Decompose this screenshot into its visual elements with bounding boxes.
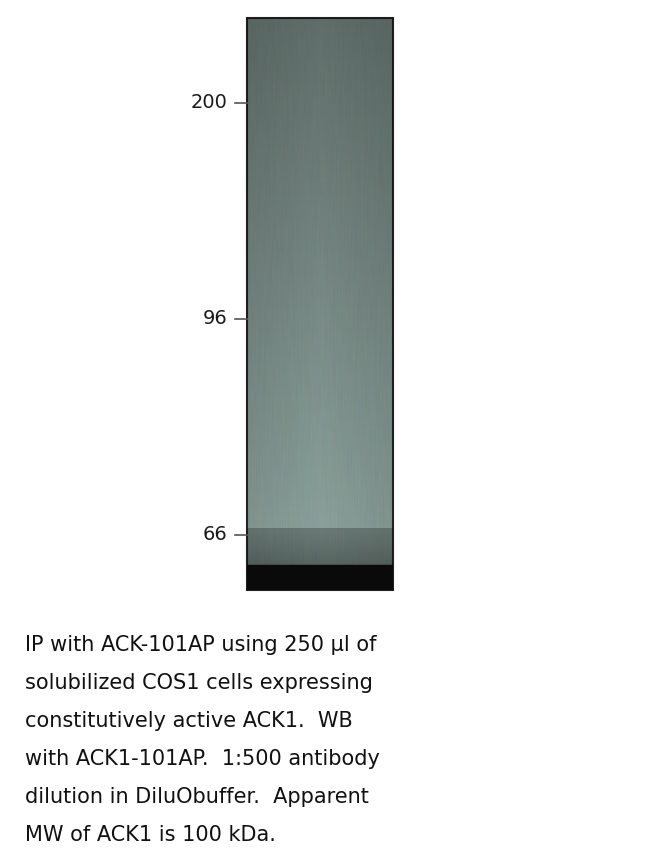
Text: 96: 96 bbox=[202, 310, 227, 329]
Text: 200: 200 bbox=[190, 94, 227, 113]
Text: solubilized COS1 cells expressing: solubilized COS1 cells expressing bbox=[25, 673, 373, 693]
Text: 66: 66 bbox=[202, 525, 227, 544]
Text: IP with ACK-101AP using 250 μl of: IP with ACK-101AP using 250 μl of bbox=[25, 635, 376, 655]
Text: with ACK1-101AP.  1:500 antibody: with ACK1-101AP. 1:500 antibody bbox=[25, 749, 380, 769]
Bar bbox=[247, 565, 393, 590]
Text: dilution in DiluObuffer.  Apparent: dilution in DiluObuffer. Apparent bbox=[25, 787, 369, 807]
Text: MW of ACK1 is 100 kDa.: MW of ACK1 is 100 kDa. bbox=[25, 825, 276, 845]
Text: constitutively active ACK1.  WB: constitutively active ACK1. WB bbox=[25, 711, 353, 731]
